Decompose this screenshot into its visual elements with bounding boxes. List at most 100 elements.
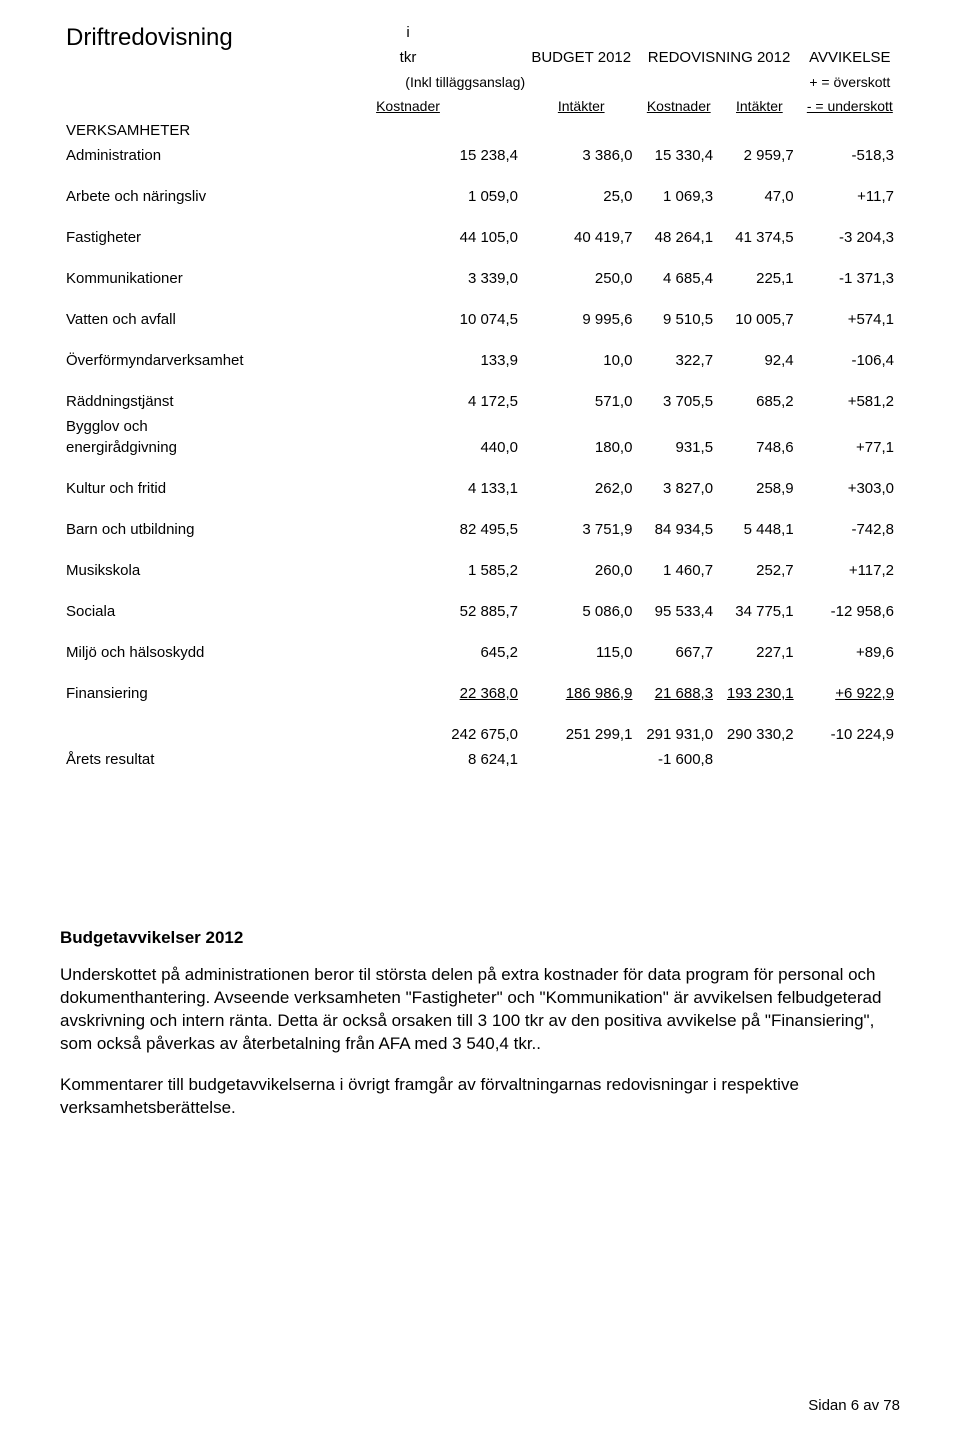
row-value: 95 533,4 [638,599,719,624]
row-value: -12 958,6 [800,599,900,624]
row-value: 227,1 [719,640,800,665]
section-verksamheter: VERKSAMHETER [60,118,900,143]
row-value: 52 885,7 [292,599,524,624]
row-value: 252,7 [719,558,800,583]
row-value: 1 585,2 [292,558,524,583]
hdr-inkl: (Inkl tilläggsanslag) [292,70,638,94]
row-value: 571,0 [524,389,638,414]
drift-table: Driftredovisning i tkr BUDGET 2012 REDOV… [60,20,900,788]
row-value: 84 934,5 [638,517,719,542]
hdr-budget: BUDGET 2012 [524,45,638,70]
row-value: 48 264,1 [638,225,719,250]
table-row: Finansiering22 368,0186 986,921 688,3193… [60,681,900,706]
hdr-intakter-1: Intäkter [524,94,638,118]
table-row: Vatten och avfall10 074,59 995,69 510,51… [60,307,900,332]
table-row: Arbete och näringsliv1 059,025,01 069,34… [60,184,900,209]
row-value: 5 086,0 [524,599,638,624]
row-value: 685,2 [719,389,800,414]
row-label: Vatten och avfall [60,307,292,332]
row-value: 3 827,0 [638,476,719,501]
table-row: Miljö och hälsoskydd645,2115,0667,7227,1… [60,640,900,665]
row-value: 262,0 [524,476,638,501]
row-value: 2 959,7 [719,143,800,168]
row-value: 1 059,0 [292,184,524,209]
row-value: 5 448,1 [719,517,800,542]
table-row: Fastigheter44 105,040 419,748 264,141 37… [60,225,900,250]
row-value: 34 775,1 [719,599,800,624]
row-value: 15 238,4 [292,143,524,168]
row-value: +574,1 [800,307,900,332]
hdr-minus: - = underskott [800,94,900,118]
row-value: 15 330,4 [638,143,719,168]
row-value: 40 419,7 [524,225,638,250]
row-value: 186 986,9 [524,681,638,706]
row-label: Fastigheter [60,225,292,250]
row-value: +89,6 [800,640,900,665]
row-value: +11,7 [800,184,900,209]
row-label: Kommunikationer [60,266,292,291]
hdr-kostnader-2: Kostnader [638,94,719,118]
row-label: Bygglov och [60,414,292,435]
row-label: energirådgivning [60,435,292,460]
row-value: -1 371,3 [800,266,900,291]
table-row: Kommunikationer3 339,0250,04 685,4225,1-… [60,266,900,291]
table-row: Räddningstjänst4 172,5571,03 705,5685,2+… [60,389,900,414]
row-value: +581,2 [800,389,900,414]
row-value: 4 172,5 [292,389,524,414]
row-value: 440,0 [292,435,524,460]
row-value: 22 368,0 [292,681,524,706]
row-value: 260,0 [524,558,638,583]
row-value: 41 374,5 [719,225,800,250]
row-label: Miljö och hälsoskydd [60,640,292,665]
row-label: Administration [60,143,292,168]
row-value: 931,5 [638,435,719,460]
row-label: Finansiering [60,681,292,706]
row-value: 9 510,5 [638,307,719,332]
row-value: 9 995,6 [524,307,638,332]
row-value: 1 069,3 [638,184,719,209]
row-value: 82 495,5 [292,517,524,542]
hdr-avvikelse: AVVIKELSE [800,45,900,70]
row-value: 3 339,0 [292,266,524,291]
row-value: +77,1 [800,435,900,460]
para-2: Kommentarer till budgetavvikelserna i öv… [60,1074,900,1120]
row-value [524,747,638,772]
page-footer: Sidan 6 av 78 [808,1397,900,1414]
table-row: Kultur och fritid4 133,1262,03 827,0258,… [60,476,900,501]
table-row: Barn och utbildning82 495,53 751,984 934… [60,517,900,542]
row-value: 193 230,1 [719,681,800,706]
row-value: 322,7 [638,348,719,373]
hdr-redovisning: REDOVISNING 2012 [638,45,799,70]
row-value [719,747,800,772]
row-value: -518,3 [800,143,900,168]
post-heading: Budgetavvikelser 2012 [60,928,900,948]
row-value: 242 675,0 [292,722,524,747]
table-row: Överförmyndarverksamhet133,910,0322,792,… [60,348,900,373]
hdr-itkr-top: i [292,20,524,45]
row-value: 291 931,0 [638,722,719,747]
row-value: -106,4 [800,348,900,373]
table-row: Sociala52 885,75 086,095 533,434 775,1-1… [60,599,900,624]
row-value: +117,2 [800,558,900,583]
row-label: Barn och utbildning [60,517,292,542]
row-value: 3 705,5 [638,389,719,414]
row-value: 47,0 [719,184,800,209]
row-value: 92,4 [719,348,800,373]
row-value: 225,1 [719,266,800,291]
row-value: 133,9 [292,348,524,373]
row-value: 25,0 [524,184,638,209]
table-row: Bygglov och [60,414,900,435]
row-value: 258,9 [719,476,800,501]
table-row: Administration15 238,43 386,015 330,42 9… [60,143,900,168]
row-value: -10 224,9 [800,722,900,747]
row-value: -3 204,3 [800,225,900,250]
row-value: 251 299,1 [524,722,638,747]
row-label: Årets resultat [60,747,292,772]
row-value: 10 005,7 [719,307,800,332]
row-value: 8 624,1 [292,747,524,772]
hdr-itkr-bottom: tkr [292,45,524,70]
hdr-intakter-2: Intäkter [719,94,800,118]
row-value: 667,7 [638,640,719,665]
row-value: 3 751,9 [524,517,638,542]
row-value: 290 330,2 [719,722,800,747]
